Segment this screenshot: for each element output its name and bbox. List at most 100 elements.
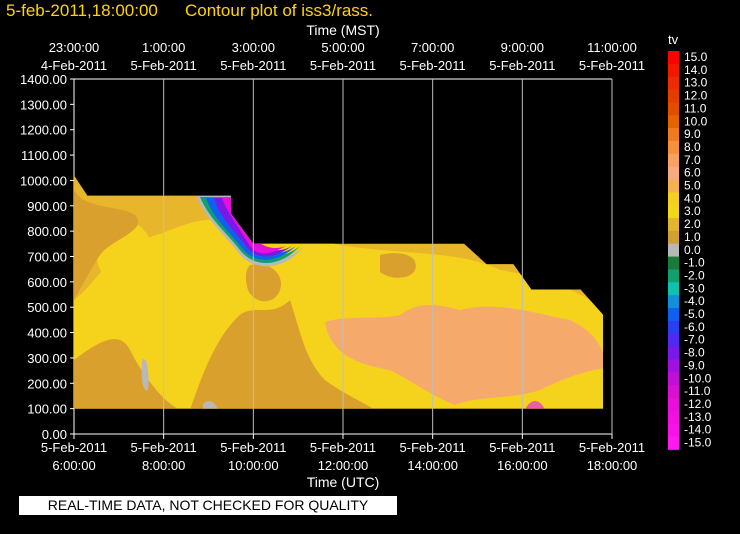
top-tick-label-time: 5:00:00 [321, 40, 364, 55]
colorbar-swatch [668, 423, 679, 437]
colorbar-level-label: 1.0 [684, 230, 701, 244]
colorbar-swatch [668, 51, 679, 65]
field-orange-patch [380, 253, 416, 278]
colorbar-level-label: 8.0 [684, 140, 701, 154]
x-tick-label-date: 5-Feb-2011 [579, 440, 645, 455]
top-tick-label-time: 1:00:00 [142, 40, 185, 55]
colorbar-swatch [668, 346, 679, 360]
top-tick-label-date: 5-Feb-2011 [400, 58, 466, 73]
x-tick-label-time: 6:00:00 [52, 458, 95, 473]
colorbar-swatch [668, 385, 679, 399]
y-tick-label: 0.00 [42, 427, 67, 442]
colorbar-swatch [668, 372, 679, 386]
x-tick-label-date: 5-Feb-2011 [220, 440, 286, 455]
field-orange-patch [74, 190, 139, 300]
colorbar-level-label: 11.0 [684, 101, 707, 115]
y-tick-label: 1100.00 [21, 148, 67, 163]
colorbar-level-label: -6.0 [684, 320, 705, 334]
colorbar-swatch [668, 218, 679, 232]
colorbar-level-label: 14.0 [684, 63, 708, 77]
x-tick-label-time: 12:00:00 [318, 458, 369, 473]
colorbar-level-label: -9.0 [684, 358, 705, 372]
field-orange-patch [190, 300, 375, 409]
top-tick-label-date: 5-Feb-2011 [131, 58, 197, 73]
y-tick-label: 200.00 [27, 376, 67, 391]
y-tick-label: 1300.00 [20, 97, 67, 112]
colorbar-level-label: -13.0 [684, 410, 712, 424]
top-tick-label-date: 5-Feb-2011 [220, 58, 286, 73]
x-tick-label-date: 5-Feb-2011 [489, 440, 555, 455]
colorbar-level-label: -8.0 [684, 346, 705, 360]
colorbar-swatch [668, 282, 679, 296]
x-tick-label-date: 5-Feb-2011 [400, 440, 466, 455]
y-tick-label: 1000.00 [20, 173, 67, 188]
colorbar-level-label: 7.0 [684, 153, 701, 167]
top-tick-label-date: 5-Feb-2011 [579, 58, 645, 73]
colorbar-level-label: -2.0 [684, 268, 705, 282]
colorbar-swatch [668, 76, 679, 91]
top-tick-label-time: 3:00:00 [232, 40, 275, 55]
axis-labels: 0.00 100.00 200.00 300.00 400.00 500.00 600.00… [20, 22, 645, 490]
colorbar-swatch [668, 308, 679, 322]
field-gray-spot [141, 359, 149, 391]
colorbar-swatch [668, 115, 679, 129]
colorbar-swatch [668, 205, 679, 219]
top-tick-label-time: 9:00:00 [501, 40, 544, 55]
top-tick-label-time: 11:00:00 [587, 40, 637, 55]
colorbar-level-label: 13.0 [684, 76, 708, 90]
colorbar-swatch [668, 63, 679, 78]
y-tick-label: 500.00 [27, 300, 67, 315]
colorbar-level-label: 15.0 [684, 50, 708, 64]
colorbar: tv 15.014.013.012.011.010.09.08.07.06.05.… [668, 32, 712, 450]
colorbar-swatch [668, 269, 679, 283]
colorbar-swatch [668, 333, 679, 348]
y-tick-label: 900.00 [27, 199, 67, 214]
field-pink-spot [525, 401, 545, 409]
y-tick-label: 600.00 [27, 275, 67, 290]
plot-date-time: 5-feb-2011,18:00:00 [6, 1, 158, 20]
top-tick-label-date: 5-Feb-2011 [489, 58, 555, 73]
x-tick-label-time: 8:00:00 [142, 458, 185, 473]
x-tick-label-date: 5-Feb-2011 [41, 440, 107, 455]
colorbar-swatch [668, 410, 679, 425]
colorbar-level-label: 6.0 [684, 166, 701, 180]
colorbar-swatch [668, 359, 679, 373]
colorbar-level-label: -15.0 [684, 436, 712, 450]
y-tick-label: 400.00 [27, 326, 67, 341]
y-tick-label: 800.00 [27, 224, 67, 239]
colorbar-level-label: -5.0 [684, 307, 705, 321]
y-tick-label: 300.00 [27, 351, 67, 366]
colorbar-swatch [668, 128, 679, 142]
field-orange-patch [245, 264, 281, 302]
top-axis-label: Time (MST) [306, 22, 379, 38]
colorbar-swatch [668, 153, 679, 168]
quality-disclaimer: REAL-TIME DATA, NOT CHECKED FOR QUALITY [19, 496, 397, 515]
colorbar-level-label: 2.0 [684, 217, 701, 231]
colorbar-level-label: -11.0 [684, 384, 711, 398]
colorbar-swatch [668, 179, 679, 193]
top-tick-label-date: 5-Feb-2011 [310, 58, 376, 73]
colorbar-level-label: 10.0 [684, 114, 708, 128]
colorbar-swatch [668, 102, 679, 116]
colorbar-level-label: -4.0 [684, 294, 705, 308]
colorbar-swatch [668, 89, 679, 103]
field-yellow-patch [163, 241, 216, 296]
y-tick-label: 1400.00 [20, 72, 67, 87]
x-axis-label: Time (UTC) [307, 474, 380, 490]
field-orange-patch [74, 339, 180, 409]
colorbar-swatch [668, 295, 679, 309]
x-tick-label-date: 5-Feb-2011 [310, 440, 376, 455]
y-tick-label: 100.00 [27, 402, 67, 417]
colorbar-swatch [668, 320, 679, 335]
colorbar-swatch [668, 230, 679, 245]
colorbar-swatch [668, 397, 679, 412]
colorbar-swatch [668, 140, 679, 155]
top-tick-label-time: 7:00:00 [411, 40, 454, 55]
colorbar-level-label: 5.0 [684, 179, 701, 193]
colorbar-swatch [668, 256, 679, 270]
colorbar-level-label: -14.0 [684, 423, 712, 437]
x-tick-label-time: 16:00:00 [497, 458, 548, 473]
gridlines [163, 79, 613, 434]
y-tick-label: 1200.00 [20, 123, 67, 138]
field-gray-spot [203, 401, 218, 409]
